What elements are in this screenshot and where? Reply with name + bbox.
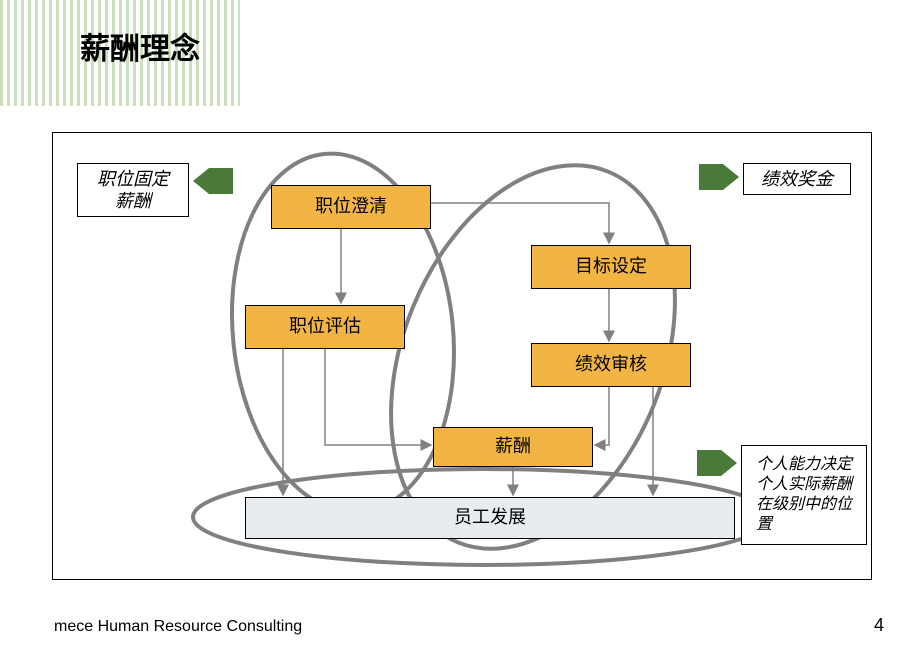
node-compensation: 薪酬 [433, 427, 593, 467]
node-goal-setting: 目标设定 [531, 245, 691, 289]
pentagon-left [193, 168, 233, 194]
pentagon-right-bottom [697, 450, 737, 476]
arrow-n1-n3 [431, 203, 609, 243]
callout-fixed-pay: 职位固定 薪酬 [77, 163, 189, 217]
node-position-evaluate: 职位评估 [245, 305, 405, 349]
node-performance-review: 绩效审核 [531, 343, 691, 387]
diagram-frame: 职位澄清 职位评估 目标设定 绩效审核 薪酬 员工发展 职位固定 薪酬 绩效奖金… [52, 132, 872, 580]
slide-title: 薪酬理念 [80, 24, 200, 68]
arrow-n4-n5 [595, 387, 609, 445]
page-number: 4 [874, 615, 884, 636]
node-position-clarify: 职位澄清 [271, 185, 431, 229]
footer-text: mece Human Resource Consulting [54, 618, 302, 636]
callout-ability-position: 个人能力决定 个人实际薪酬 在级别中的位 置 [741, 445, 867, 545]
node-employee-development: 员工发展 [245, 497, 735, 539]
callout-bonus: 绩效奖金 [743, 163, 851, 195]
pentagon-right-top [699, 164, 739, 190]
arrow-n2-n5 [325, 349, 431, 445]
